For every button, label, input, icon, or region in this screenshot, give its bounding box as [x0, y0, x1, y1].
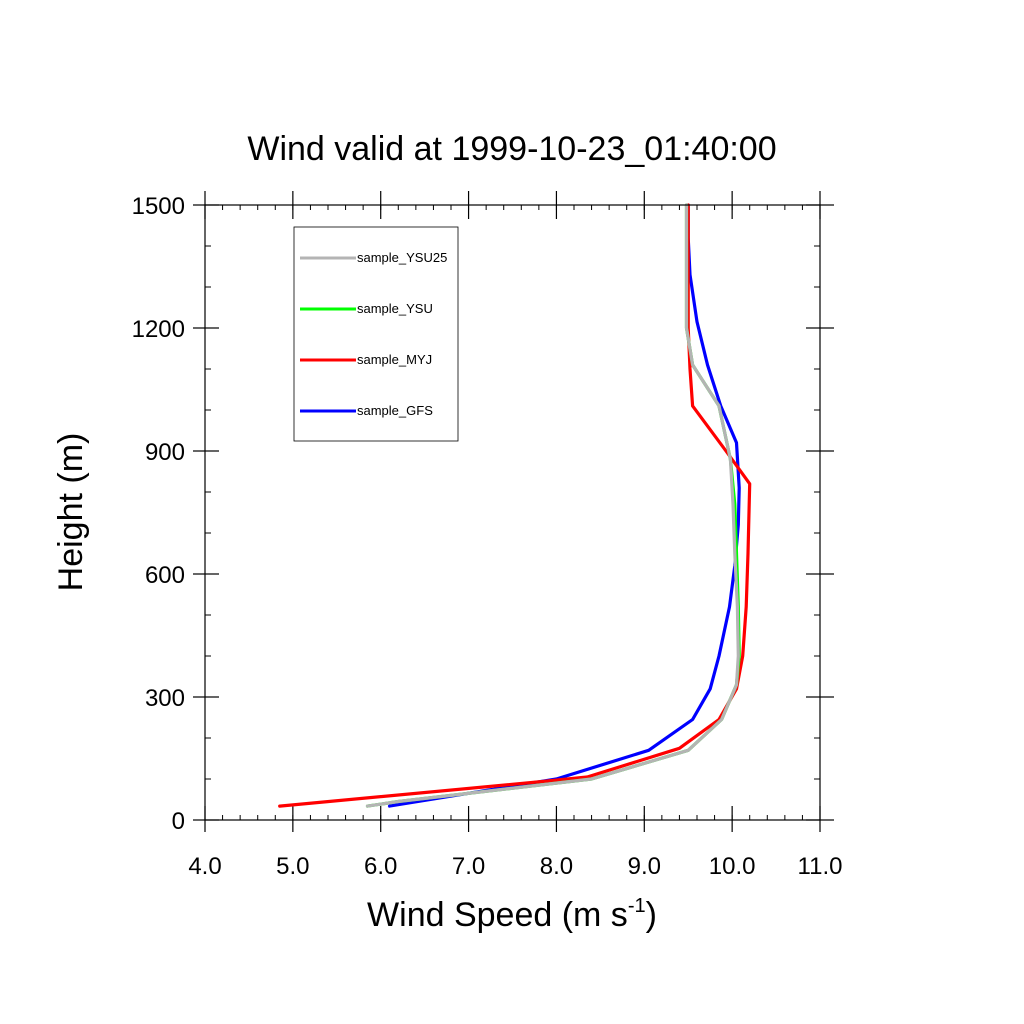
series-line-sample_GFS	[387, 203, 741, 808]
x-tick-label: 7.0	[452, 853, 485, 880]
x-axis-label: Wind Speed (m s-1)	[367, 895, 657, 934]
series-lines	[278, 203, 752, 808]
x-axis-label-sup: -1	[628, 895, 646, 917]
y-tick-label: 300	[145, 685, 185, 712]
legend-label: sample_GFS	[357, 403, 433, 418]
x-tick-label: 8.0	[540, 853, 573, 880]
y-tick-label: 1200	[132, 316, 185, 343]
legend-label: sample_MYJ	[357, 352, 432, 367]
legend-box	[293, 226, 459, 442]
x-tick-label: 6.0	[364, 853, 397, 880]
series-line-sample_MYJ	[278, 203, 752, 808]
legend: sample_YSU25 sample_YSU sample_MYJ sample_G…	[293, 226, 459, 442]
x-tick-label: 5.0	[276, 853, 309, 880]
chart-title: Wind valid at 1999-10-23_01:40:00	[247, 130, 776, 168]
y-tick-label: 900	[145, 439, 185, 466]
legend-items: sample_YSU25 sample_YSU sample_MYJ sample_G…	[300, 250, 447, 418]
y-tick-label: 600	[145, 562, 185, 589]
x-axis-label-close: )	[646, 896, 657, 934]
series-line-sample_YSU25	[365, 203, 740, 808]
x-tick-label: 4.0	[188, 853, 221, 880]
legend-label: sample_YSU25	[357, 250, 447, 265]
y-axis-label: Height (m)	[52, 433, 90, 592]
plot-frame	[204, 204, 821, 821]
legend-label: sample_YSU	[357, 301, 433, 316]
y-tick-label: 0	[172, 808, 185, 835]
x-tick-label: 9.0	[628, 853, 661, 880]
x-tick-label: 10.0	[709, 853, 756, 880]
x-axis-label-main: Wind Speed (m s	[367, 896, 628, 934]
y-tick-label: 1500	[132, 193, 185, 220]
tick-labels: 4.0 5.0 6.0 7.0 8.0 9.0 10.0 11.0 0 300 600 900 1200…	[132, 193, 843, 880]
x-tick-label: 11.0	[798, 853, 843, 880]
